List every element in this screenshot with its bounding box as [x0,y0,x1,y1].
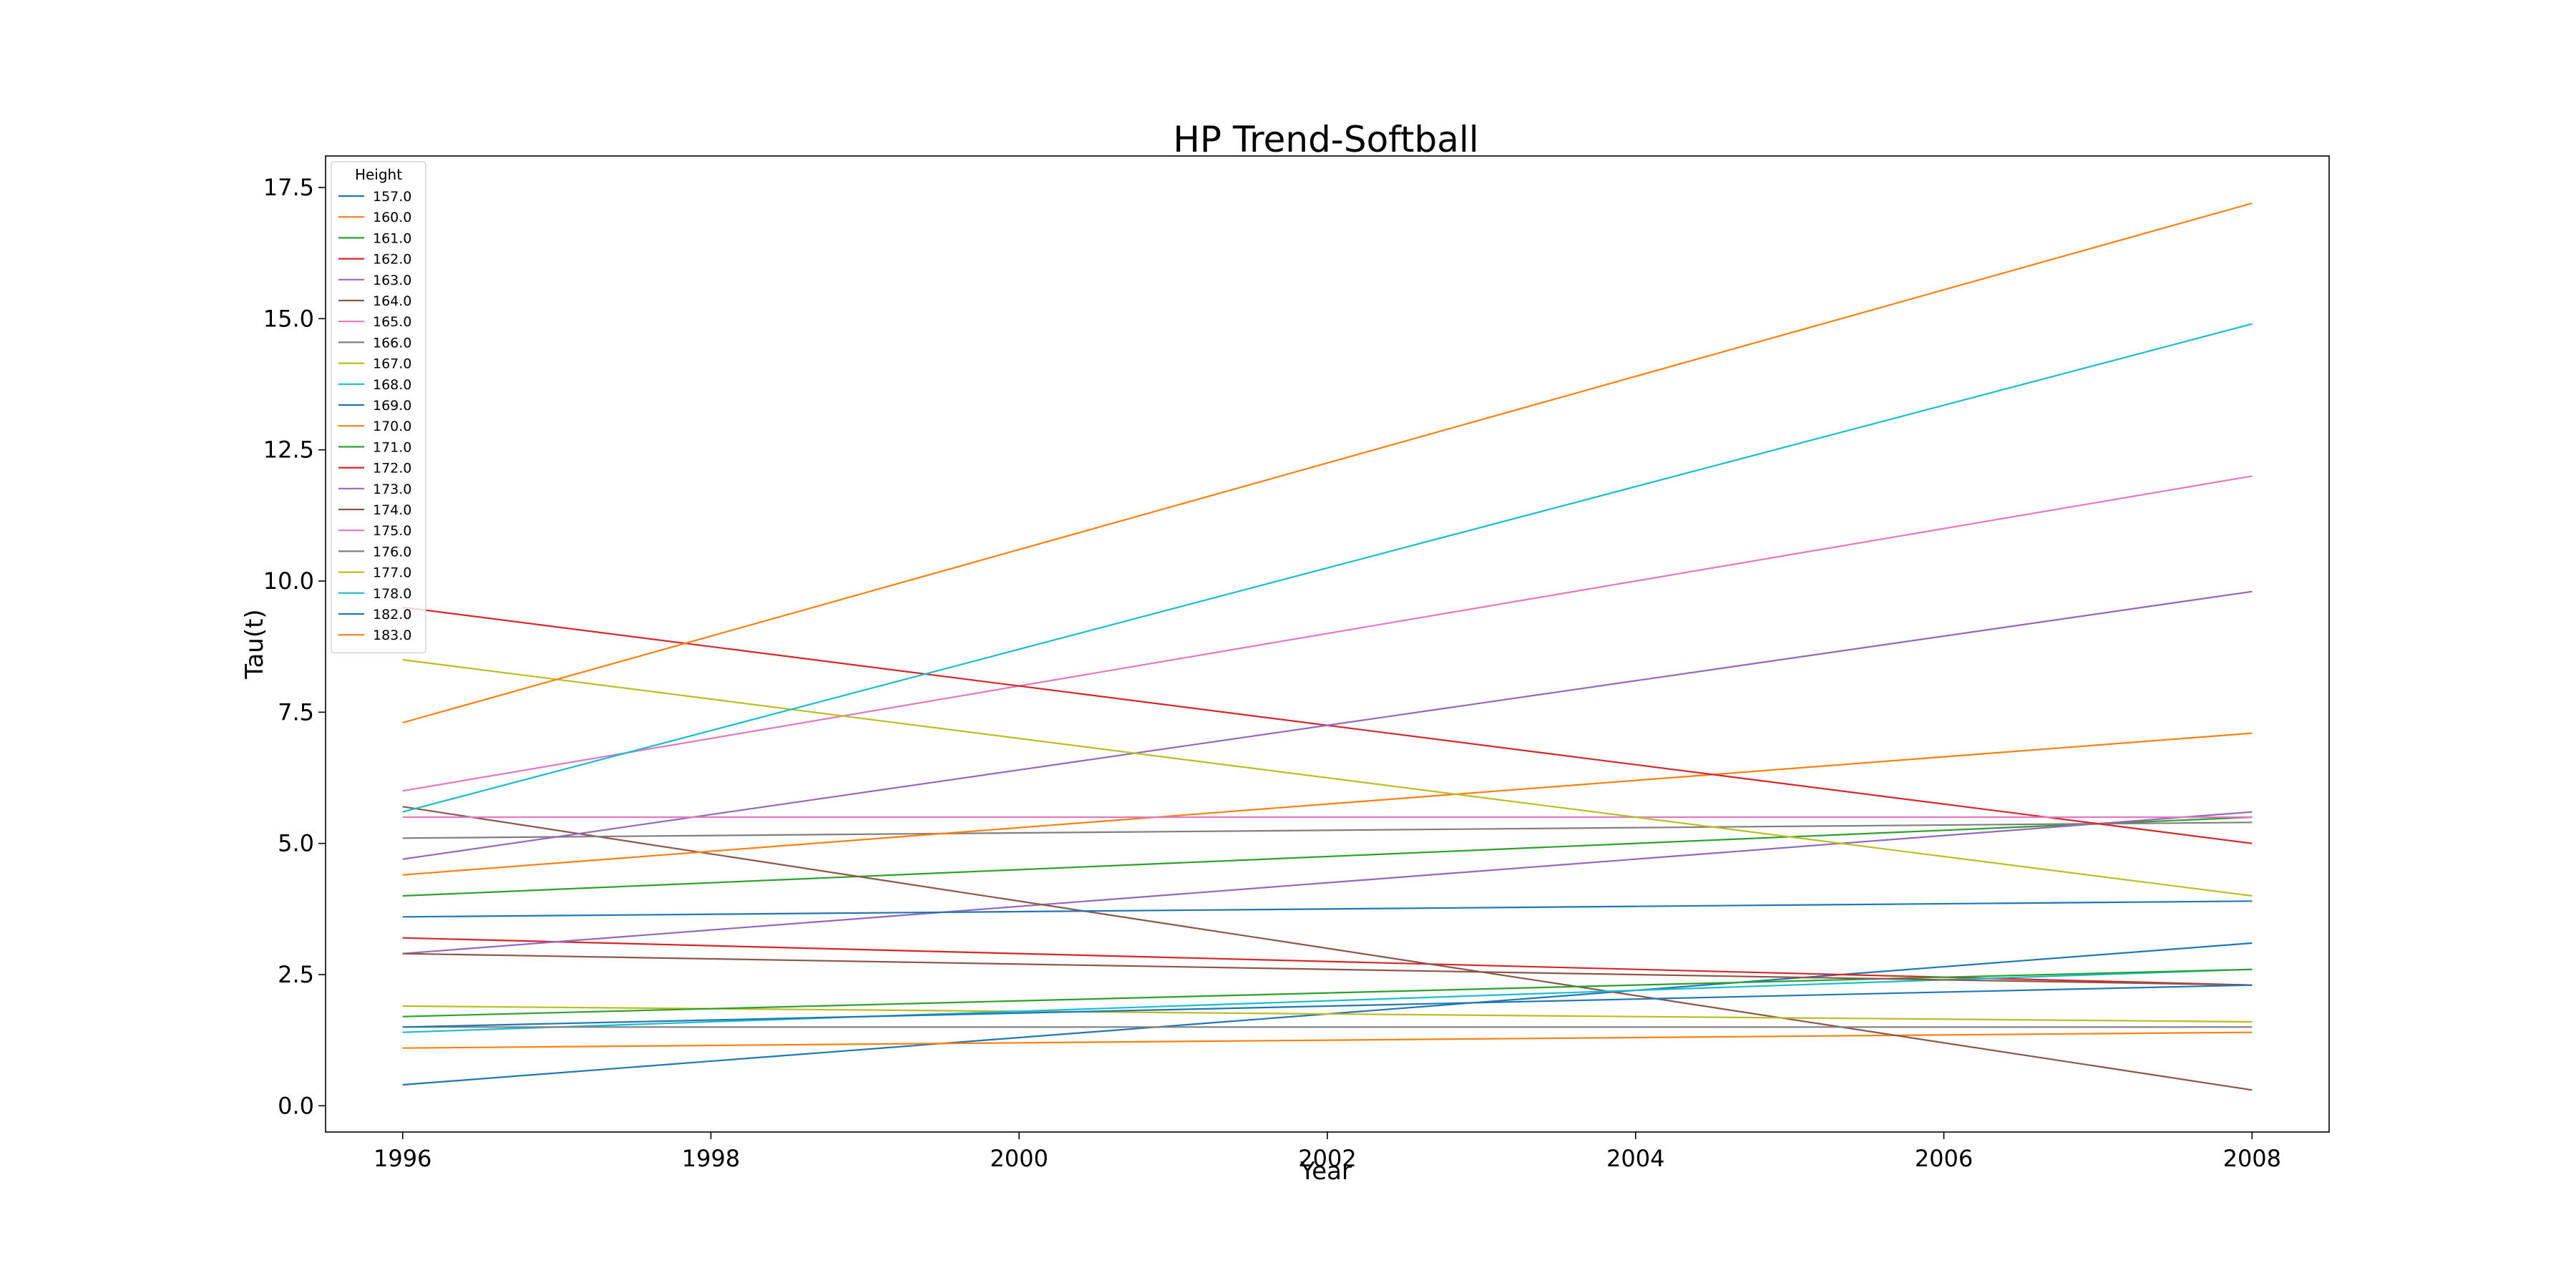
legend-label-177.0: 177.0 [373,565,411,581]
x-tick-label: 2002 [1298,1145,1356,1172]
x-axis-label: Year [1299,1157,1352,1186]
legend-label-176.0: 176.0 [373,544,411,560]
series-line-163.0 [402,811,2253,955]
y-tick-label: 12.5 [263,436,314,464]
series-line-169.0 [402,900,2253,918]
legend-label-157.0: 157.0 [373,189,411,205]
series-line-166.0 [402,821,2253,839]
legend-label-166.0: 166.0 [373,335,411,351]
x-axis: 1996 1998 2000 2002 2004 2006 2008 [374,1132,2281,1172]
x-tick-label: 2006 [1915,1145,1973,1172]
series-line-168.0 [402,968,2253,1033]
legend-label-169.0: 169.0 [373,398,411,414]
y-tick-label: 15.0 [263,305,314,332]
legend-label-161.0: 161.0 [373,230,411,246]
legend-label-172.0: 172.0 [373,461,411,477]
y-tick-label: 17.5 [263,174,314,201]
y-axis: 0.0 2.5 5.0 7.5 10.0 12.5 15.0 17.5 [263,174,326,1119]
series-line-171.0 [402,968,2253,1018]
series-lines-layer [402,202,2253,1091]
y-tick-label: 10.0 [263,567,314,595]
series-line-182.0 [402,984,2253,1028]
y-tick-label: 7.5 [278,698,314,726]
x-tick-label: 2000 [990,1145,1048,1172]
x-tick-label: 2008 [2223,1145,2281,1172]
series-line-170.0 [402,732,2253,876]
series-line-161.0 [402,816,2253,897]
x-tick-label: 2004 [1606,1145,1664,1172]
legend: Height 157.0 160.0 161.0 162.0 163.0 164.0 165.… [331,161,426,654]
legend-label-171.0: 171.0 [373,439,411,455]
series-line-167.0 [402,1005,2253,1023]
series-line-165.0 [402,475,2253,792]
legend-label-183.0: 183.0 [373,628,411,643]
x-tick-label: 1998 [682,1145,740,1172]
plot-area-frame [325,155,2330,1133]
series-line-177.0 [402,658,2253,897]
y-tick-label: 2.5 [278,961,314,988]
legend-label-170.0: 170.0 [373,419,411,434]
legend-label-175.0: 175.0 [373,523,411,539]
legend-label-168.0: 168.0 [373,377,411,393]
legend-label-164.0: 164.0 [373,293,411,309]
legend-label-162.0: 162.0 [373,252,411,268]
legend-title: Height [355,166,402,183]
y-tick-label: 0.0 [278,1092,314,1119]
series-line-178.0 [402,323,2253,813]
legend-label-174.0: 174.0 [373,502,411,518]
legend-label-182.0: 182.0 [373,607,411,623]
series-line-183.0 [402,202,2253,724]
legend-label-165.0: 165.0 [373,314,411,330]
legend-label-160.0: 160.0 [373,210,411,225]
series-line-160.0 [402,1031,2253,1049]
legend-label-178.0: 178.0 [373,586,411,602]
legend-label-163.0: 163.0 [373,273,411,288]
series-line-164.0 [402,806,2253,1091]
x-tick-label: 1996 [374,1145,431,1172]
series-line-173.0 [402,590,2253,860]
legend-label-167.0: 167.0 [373,356,411,372]
legend-label-173.0: 173.0 [373,482,411,497]
y-tick-label: 5.0 [278,830,314,857]
series-line-174.0 [402,952,2253,986]
y-axis-label: Tau(t) [240,609,269,679]
chart-title: HP Trend-Softball [1173,119,1478,160]
